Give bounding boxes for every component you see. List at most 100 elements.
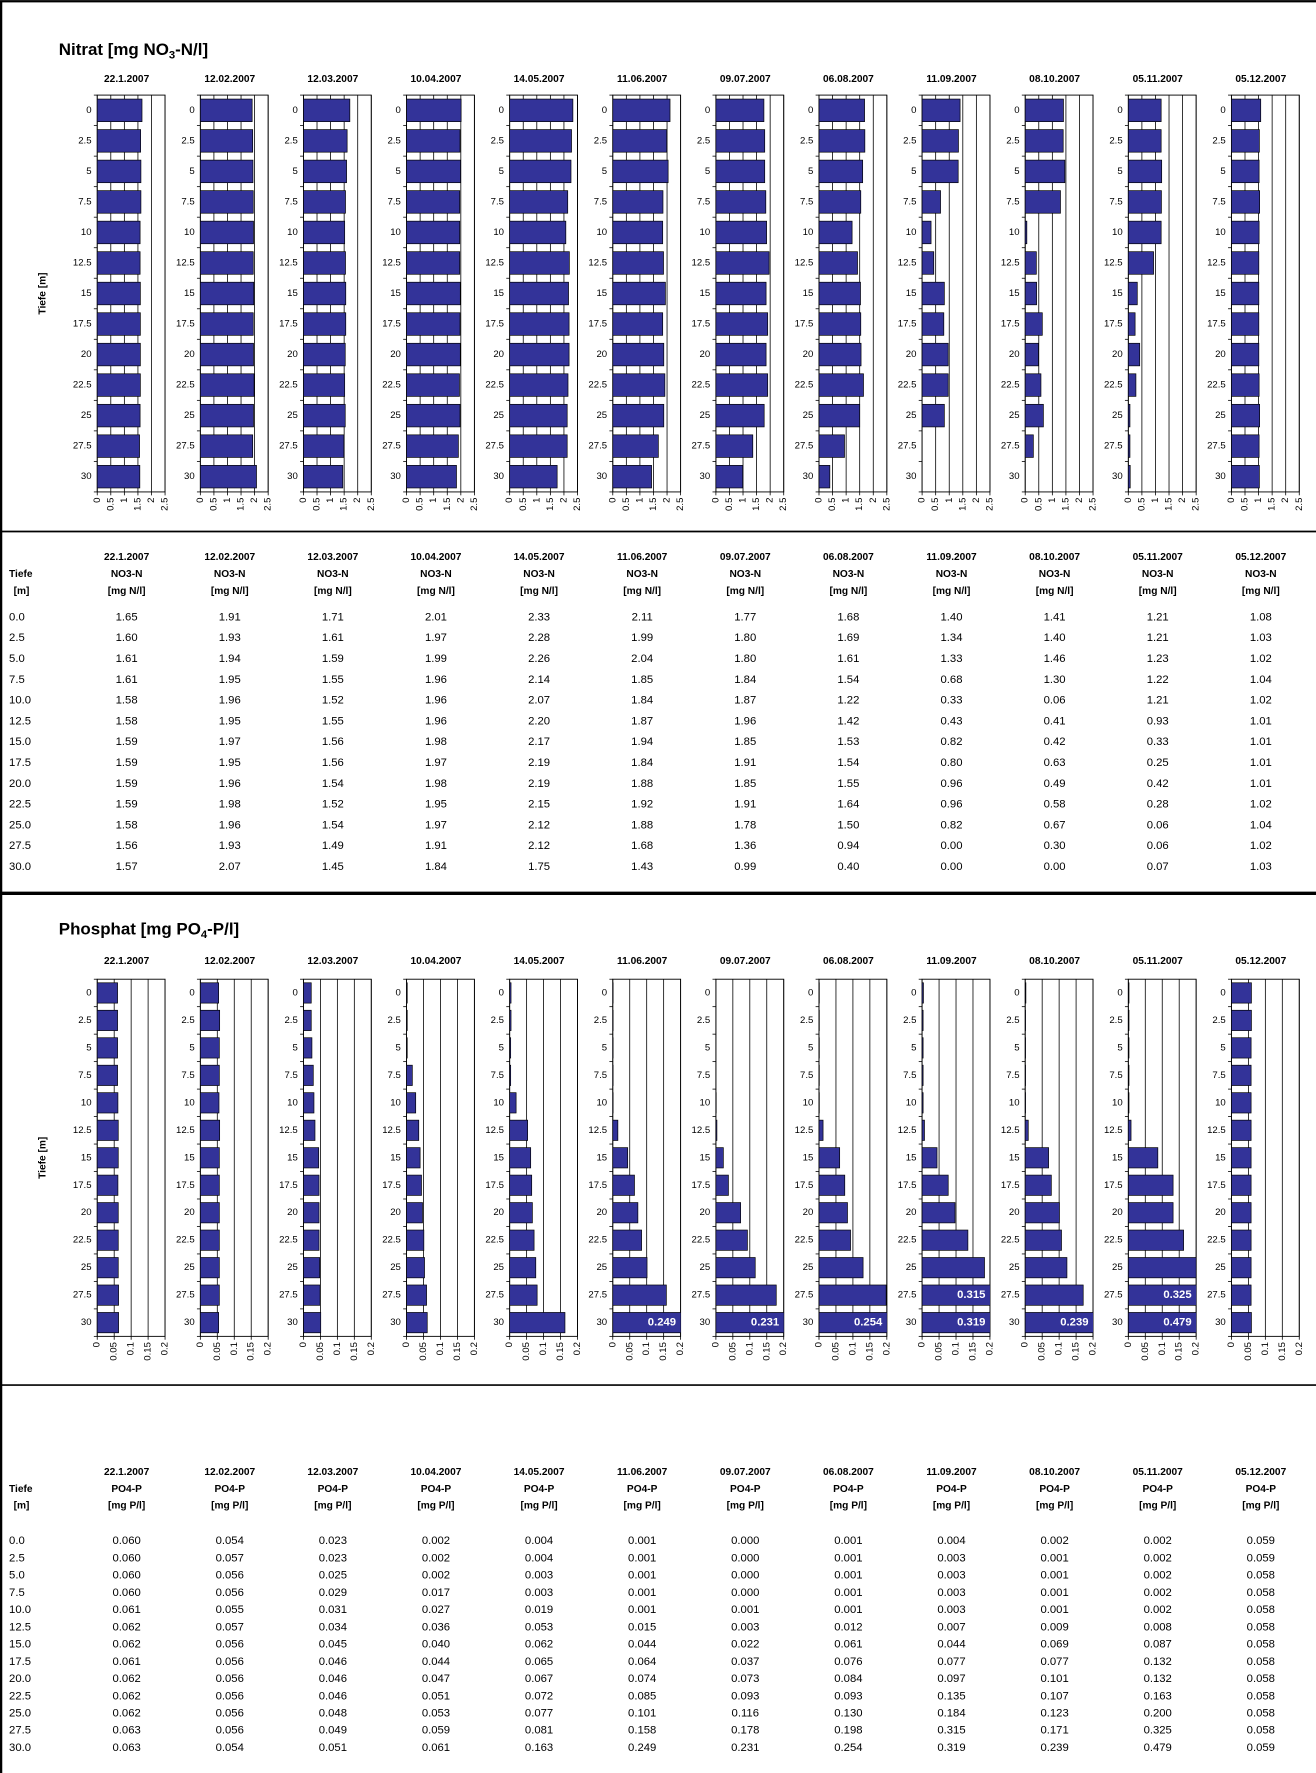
y-tick-label: 7.5 [800, 196, 813, 207]
column-date: 12.03.2007 [307, 1467, 358, 1478]
table-cell: 0.055 [216, 1604, 244, 1616]
data-label: 0.319 [957, 1317, 985, 1329]
table-cell: 0.058 [1247, 1673, 1275, 1685]
bar [406, 1229, 425, 1251]
column-date: 14.05.2007 [514, 552, 565, 563]
bar [1128, 159, 1163, 184]
y-tick-label: 17.5 [1001, 319, 1020, 330]
table-cell: 0.062 [112, 1673, 140, 1685]
table-cell: 0.062 [525, 1639, 553, 1651]
column-param: NO3-N [1142, 569, 1174, 580]
x-tick-label: 0.5 [1033, 498, 1044, 511]
table-cell: 0.059 [1247, 1742, 1275, 1754]
table-cell: 1.95 [219, 674, 241, 686]
y-tick-label: 7.5 [594, 1070, 607, 1081]
table-cell: 0.085 [628, 1690, 656, 1702]
bar [97, 1312, 119, 1334]
row-depth: 2.5 [9, 632, 25, 644]
y-tick-label: 2.5 [1109, 1015, 1122, 1026]
bar [509, 251, 570, 275]
table-cell: 0.68 [940, 674, 962, 686]
table-cell: 0.003 [937, 1552, 965, 1564]
table-cell: 0.051 [422, 1690, 450, 1702]
bar [1025, 373, 1042, 397]
table-cell: 1.54 [837, 674, 859, 686]
bar [1128, 1037, 1130, 1059]
table-cell: 1.99 [631, 632, 653, 644]
bar [97, 1092, 119, 1114]
y-tick-label: 0 [705, 987, 710, 998]
column-date: 22.1.2007 [104, 1467, 150, 1478]
y-tick-label: 15 [906, 288, 917, 299]
column-date: 11.09.2007 [926, 1467, 977, 1478]
column-param: PO4-P [936, 1484, 967, 1495]
y-tick-label: 20 [81, 1207, 92, 1218]
column-date: 12.02.2007 [204, 1467, 255, 1478]
x-tick-label: 0 [298, 498, 309, 503]
y-tick-label: 7.5 [388, 1070, 401, 1081]
y-tick-label: 25 [906, 1262, 917, 1273]
table-cell: 1.94 [631, 736, 653, 748]
table-cell: 1.77 [734, 611, 756, 623]
y-tick-label: 17.5 [382, 319, 401, 330]
table-cell: 0.249 [628, 1742, 656, 1754]
bar [406, 1064, 413, 1086]
y-tick-label: 12.5 [73, 1125, 92, 1136]
table-cell: 1.59 [116, 799, 138, 811]
table-cell: 0.004 [937, 1535, 965, 1547]
bar [1231, 1009, 1252, 1031]
table-cell: 0.061 [422, 1742, 450, 1754]
bar [509, 129, 572, 153]
table-cell: 0.022 [731, 1639, 759, 1651]
y-tick-label: 17.5 [73, 319, 92, 330]
bar [612, 1174, 635, 1196]
bar [509, 98, 574, 122]
x-tick-label: 2.5 [469, 498, 480, 511]
y-tick-label: 7.5 [697, 196, 710, 207]
chart-title: 11.09.2007 [926, 956, 977, 967]
bar [818, 281, 861, 306]
table-cell: 0.077 [1040, 1656, 1068, 1668]
x-tick-label: 2.5 [1294, 498, 1305, 511]
y-tick-label: 0 [808, 105, 813, 116]
bar [612, 98, 671, 122]
table-cell: 1.80 [734, 653, 756, 665]
bar [612, 129, 668, 153]
y-tick-label: 0 [86, 987, 91, 998]
bar [715, 1312, 784, 1334]
table-cell: 0.171 [1040, 1725, 1068, 1737]
x-tick-label: 0.5 [312, 498, 323, 511]
table-cell: 0.056 [216, 1708, 244, 1720]
bar [97, 220, 141, 245]
bar [1025, 251, 1037, 275]
column-param: PO4-P [627, 1484, 658, 1495]
table-cell: 1.98 [425, 736, 447, 748]
x-tick-label: 0.2 [572, 1342, 583, 1355]
table-cell: 0.58 [1044, 799, 1066, 811]
y-tick-label: 17.5 [279, 1180, 298, 1191]
table-cell: 0.96 [940, 778, 962, 790]
table-cell: 0.130 [834, 1708, 862, 1720]
row-depth: 7.5 [9, 1587, 25, 1599]
table-cell: 0.33 [1147, 736, 1169, 748]
y-tick-label: 10 [906, 227, 917, 238]
bar [406, 403, 461, 428]
bar [818, 373, 864, 397]
x-tick-label: 0 [504, 1342, 515, 1347]
y-tick-label: 10 [493, 1097, 504, 1108]
bar [1025, 1284, 1084, 1306]
table-cell: 0.059 [1247, 1552, 1275, 1564]
y-tick-label: 30 [390, 471, 401, 482]
bar [1025, 190, 1061, 214]
bar [97, 190, 142, 214]
row-depth: 17.5 [9, 1656, 31, 1668]
bar [818, 1284, 887, 1306]
chart-title: 05.12.2007 [1235, 74, 1286, 85]
x-tick-label: 0.5 [518, 498, 529, 511]
table-cell: 0.00 [940, 861, 962, 873]
y-tick-label: 17.5 [588, 319, 607, 330]
y-tick-label: 2.5 [388, 1015, 401, 1026]
bar [922, 1147, 938, 1169]
table-cell: 2.07 [528, 695, 550, 707]
data-label: 0.254 [854, 1317, 883, 1329]
